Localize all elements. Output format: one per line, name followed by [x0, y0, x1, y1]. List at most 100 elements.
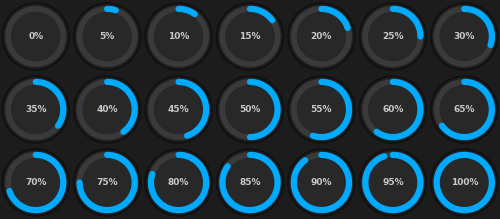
Text: 40%: 40%: [96, 105, 118, 114]
Circle shape: [216, 3, 284, 70]
Circle shape: [218, 78, 282, 141]
Circle shape: [430, 76, 498, 143]
Circle shape: [4, 78, 67, 141]
Circle shape: [154, 158, 203, 207]
Circle shape: [433, 151, 496, 214]
Circle shape: [224, 156, 276, 209]
Circle shape: [4, 5, 67, 68]
Circle shape: [430, 3, 498, 70]
Circle shape: [145, 76, 212, 143]
Text: 80%: 80%: [168, 178, 190, 187]
Circle shape: [288, 76, 355, 143]
Circle shape: [360, 76, 426, 143]
Circle shape: [366, 83, 420, 136]
Circle shape: [218, 151, 282, 214]
Circle shape: [440, 12, 489, 61]
Circle shape: [297, 85, 346, 134]
Circle shape: [434, 79, 494, 140]
Circle shape: [220, 79, 280, 140]
Circle shape: [363, 152, 423, 212]
Circle shape: [224, 10, 276, 63]
Circle shape: [438, 156, 490, 209]
Text: 75%: 75%: [96, 178, 118, 187]
Circle shape: [362, 151, 424, 214]
Circle shape: [363, 7, 423, 67]
Text: 5%: 5%: [100, 32, 115, 41]
Text: 15%: 15%: [240, 32, 261, 41]
Circle shape: [77, 79, 137, 140]
Circle shape: [226, 158, 274, 207]
Text: 25%: 25%: [382, 32, 404, 41]
Circle shape: [4, 151, 67, 214]
Circle shape: [10, 156, 62, 209]
Circle shape: [147, 151, 210, 214]
Circle shape: [216, 149, 284, 216]
Circle shape: [2, 76, 70, 143]
Text: 95%: 95%: [382, 178, 404, 187]
Circle shape: [11, 12, 60, 61]
Circle shape: [297, 12, 346, 61]
Circle shape: [6, 79, 66, 140]
Circle shape: [368, 85, 418, 134]
Circle shape: [290, 78, 353, 141]
Text: 70%: 70%: [25, 178, 46, 187]
Circle shape: [218, 5, 282, 68]
Circle shape: [216, 76, 284, 143]
Circle shape: [433, 5, 496, 68]
Circle shape: [362, 78, 424, 141]
Circle shape: [82, 158, 132, 207]
Circle shape: [295, 156, 348, 209]
Circle shape: [152, 156, 205, 209]
Circle shape: [2, 3, 70, 70]
Text: 20%: 20%: [310, 32, 332, 41]
Circle shape: [11, 85, 60, 134]
Circle shape: [224, 83, 276, 136]
Circle shape: [154, 85, 203, 134]
Circle shape: [77, 152, 137, 212]
Circle shape: [433, 78, 496, 141]
Circle shape: [362, 5, 424, 68]
Circle shape: [152, 83, 205, 136]
Circle shape: [366, 10, 420, 63]
Circle shape: [226, 12, 274, 61]
Circle shape: [147, 5, 210, 68]
Circle shape: [152, 10, 205, 63]
Text: 0%: 0%: [28, 32, 44, 41]
Circle shape: [74, 149, 140, 216]
Text: 30%: 30%: [454, 32, 475, 41]
Circle shape: [10, 83, 62, 136]
Circle shape: [292, 7, 352, 67]
Circle shape: [440, 85, 489, 134]
Circle shape: [366, 156, 420, 209]
Circle shape: [295, 83, 348, 136]
Text: 85%: 85%: [240, 178, 261, 187]
Circle shape: [434, 7, 494, 67]
Circle shape: [148, 79, 208, 140]
Circle shape: [11, 158, 60, 207]
Circle shape: [2, 149, 70, 216]
Circle shape: [80, 10, 134, 63]
Circle shape: [154, 12, 203, 61]
Text: 90%: 90%: [310, 178, 332, 187]
Circle shape: [360, 149, 426, 216]
Text: 45%: 45%: [168, 105, 190, 114]
Circle shape: [76, 5, 138, 68]
Circle shape: [434, 152, 494, 212]
Circle shape: [226, 85, 274, 134]
Circle shape: [290, 151, 353, 214]
Circle shape: [148, 152, 208, 212]
Circle shape: [360, 3, 426, 70]
Circle shape: [10, 10, 62, 63]
Circle shape: [74, 3, 140, 70]
Circle shape: [368, 12, 418, 61]
Circle shape: [297, 158, 346, 207]
Circle shape: [76, 78, 138, 141]
Circle shape: [288, 3, 355, 70]
Circle shape: [438, 83, 490, 136]
Circle shape: [6, 152, 66, 212]
Circle shape: [80, 156, 134, 209]
Circle shape: [220, 152, 280, 212]
Circle shape: [363, 79, 423, 140]
Text: 65%: 65%: [454, 105, 475, 114]
Circle shape: [295, 10, 348, 63]
